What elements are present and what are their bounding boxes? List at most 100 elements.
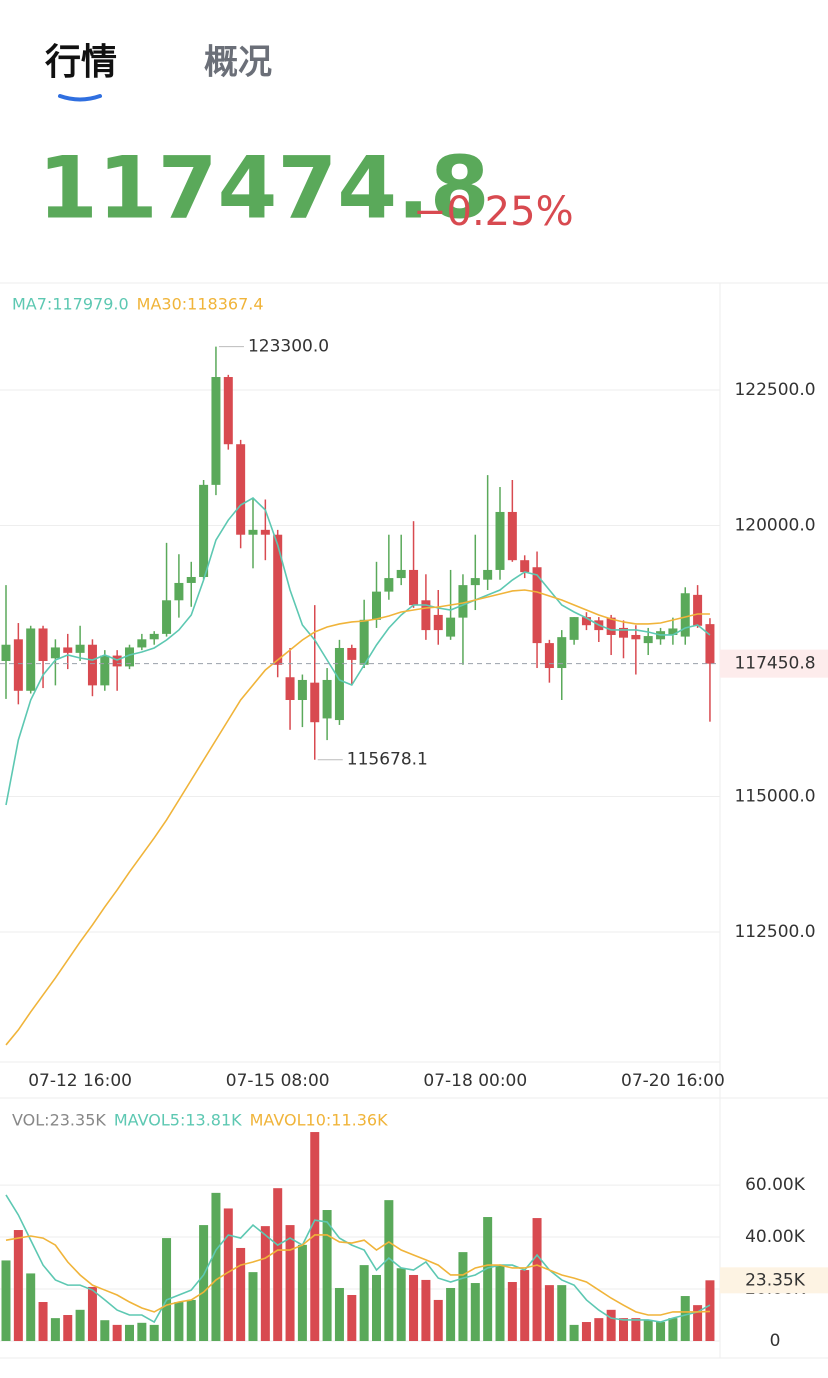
candle-body [162, 600, 172, 634]
legend-entry: MA30:118367.4 [137, 295, 264, 314]
candle-body [297, 679, 307, 701]
candle-body [347, 647, 357, 660]
volume-bar [186, 1299, 196, 1341]
volume-bar [50, 1318, 60, 1341]
candle-body [149, 633, 159, 640]
candle-body [310, 682, 320, 723]
candle-body [322, 679, 332, 719]
volume-bar [458, 1252, 468, 1341]
candle-body [125, 647, 134, 667]
volume-bar [359, 1265, 369, 1341]
x-tick-label: 07-12 16:00 [28, 1071, 132, 1091]
last-price-label: 117450.8 [734, 654, 815, 674]
y-tick-label: 0 [770, 1331, 781, 1351]
price-change: −0.25% [413, 189, 574, 235]
y-tick-label: 120000.0 [734, 516, 815, 536]
volume-bar [248, 1272, 258, 1341]
legend-entry: VOL:23.35K [12, 1111, 106, 1130]
volume-bar [433, 1299, 443, 1341]
last-volume-box [720, 1267, 828, 1294]
candle-body [631, 634, 641, 640]
ma-line [5, 1234, 710, 1316]
volume-bar [544, 1285, 554, 1341]
y-tick-label: 115000.0 [734, 786, 815, 806]
candle-body [569, 617, 579, 640]
volume-bar [13, 1230, 23, 1341]
volume-bar [297, 1244, 307, 1341]
ma-line [5, 589, 710, 1046]
candle-body [285, 677, 295, 701]
candle-body [38, 628, 48, 661]
volume-bar [569, 1324, 579, 1341]
volume-bar [174, 1302, 184, 1341]
volume-bar [396, 1268, 406, 1341]
volume-bar [236, 1247, 246, 1341]
candle-body [544, 643, 554, 669]
candle-body [372, 591, 381, 620]
x-tick-label: 07-20 16:00 [621, 1071, 725, 1091]
volume-bar [705, 1280, 715, 1341]
x-tick-label: 07-18 00:00 [423, 1071, 527, 1091]
volume-bar [384, 1200, 394, 1341]
legend-entry: MA7:117979.0 [12, 295, 129, 314]
volume-bar [656, 1322, 666, 1341]
candle-body [63, 647, 73, 653]
volume-bar [668, 1318, 678, 1341]
volume-bar [606, 1309, 616, 1341]
volume-bar [372, 1274, 381, 1341]
last-price-box [720, 649, 828, 678]
min-annotation: 115678.1 [347, 750, 428, 770]
volume-bar [680, 1296, 690, 1341]
ma-line [5, 497, 711, 806]
candle-body [211, 377, 221, 485]
candle-body [50, 647, 60, 659]
candle-body [705, 624, 715, 664]
candle-body [680, 593, 690, 637]
candle-body [557, 637, 567, 669]
candle-body [1, 644, 11, 661]
legend-entry: MAVOL5:13.81K [114, 1111, 242, 1130]
candle-body [384, 578, 394, 592]
volume-bar [38, 1302, 48, 1341]
candle-body [273, 534, 283, 665]
candle-body [137, 639, 147, 648]
volume-bar [87, 1286, 97, 1341]
candle-body [223, 377, 233, 445]
candle-body [359, 619, 369, 665]
candle-body [606, 617, 616, 635]
volume-bar [1, 1260, 11, 1341]
tab[interactable]: 概况 [204, 43, 272, 83]
volume-bar [63, 1315, 73, 1341]
volume-bar [273, 1188, 283, 1341]
last-volume-label: 23.35K [745, 1270, 806, 1290]
volume-bar [285, 1225, 295, 1341]
volume-bar [693, 1305, 703, 1341]
candle-body [470, 578, 480, 586]
volume-bar [495, 1265, 505, 1341]
volume-bar [26, 1273, 36, 1341]
volume-bar [75, 1309, 85, 1341]
volume-bar [112, 1324, 122, 1341]
volume-bar [162, 1238, 172, 1341]
candle-body [260, 529, 270, 535]
legend-entry: MAVOL10:11.36K [250, 1111, 388, 1130]
volume-bar [347, 1294, 357, 1341]
candle-body [13, 639, 23, 691]
candle-body [75, 644, 85, 653]
y-tick-label: 40.00K [745, 1227, 806, 1247]
last-price: 117474.8 [38, 138, 490, 238]
volume-bar [137, 1322, 147, 1341]
volume-bar [100, 1320, 110, 1341]
ma-line [5, 1194, 711, 1324]
tab-active[interactable]: 行情 [45, 42, 117, 83]
volume-bar [643, 1320, 653, 1341]
candle-body [495, 511, 505, 570]
tab-underline [58, 94, 102, 102]
volume-bar [310, 1132, 320, 1341]
volume-bar [470, 1283, 480, 1341]
y-tick-label: 122500.0 [734, 380, 815, 400]
volume-bar [619, 1318, 628, 1341]
volume-bar [149, 1324, 159, 1341]
candle-body [26, 628, 36, 691]
candle-body [643, 636, 653, 644]
